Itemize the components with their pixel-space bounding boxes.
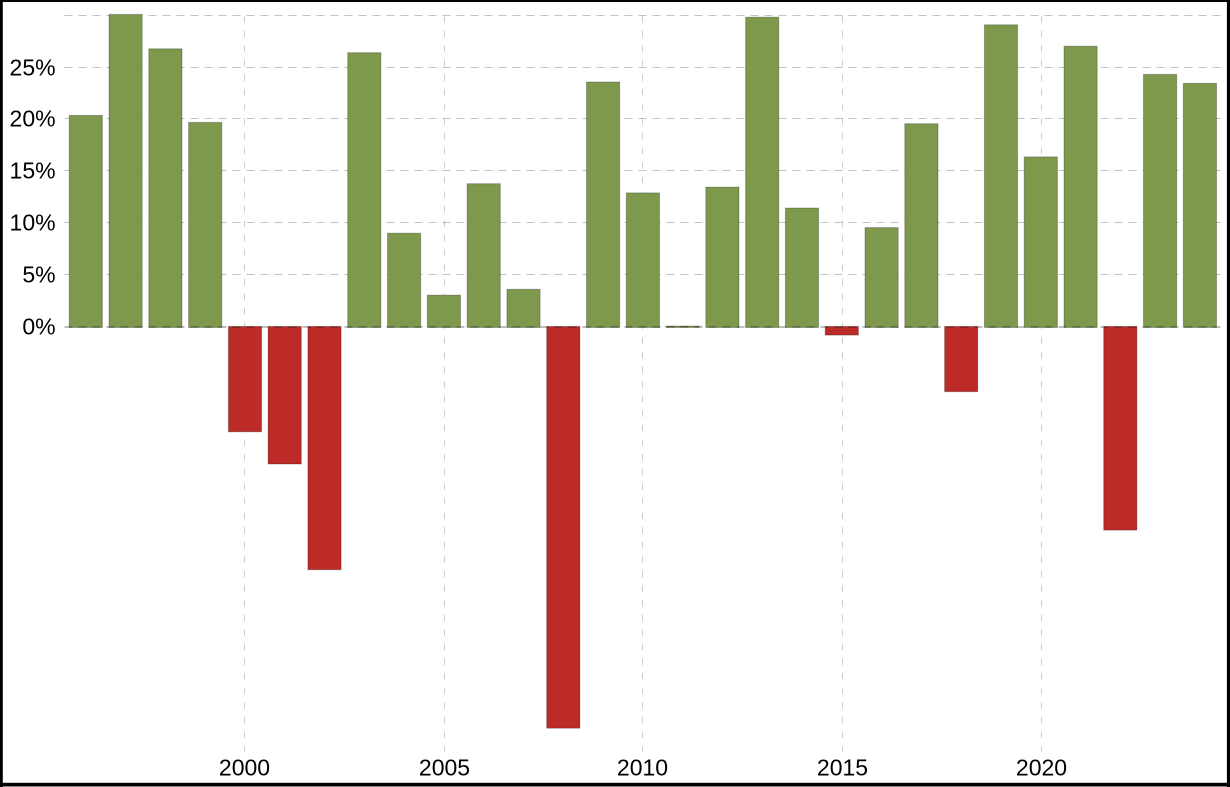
- svg-text:20%: 20%: [10, 106, 56, 132]
- svg-text:25%: 25%: [10, 55, 56, 81]
- svg-text:2020: 2020: [1016, 754, 1067, 780]
- svg-text:2000: 2000: [219, 754, 270, 780]
- svg-text:0%: 0%: [22, 314, 55, 340]
- svg-text:5%: 5%: [22, 262, 55, 288]
- svg-text:15%: 15%: [10, 158, 56, 184]
- svg-text:2010: 2010: [617, 754, 668, 780]
- svg-text:2005: 2005: [419, 754, 470, 780]
- svg-text:2015: 2015: [817, 754, 868, 780]
- svg-text:10%: 10%: [10, 210, 56, 236]
